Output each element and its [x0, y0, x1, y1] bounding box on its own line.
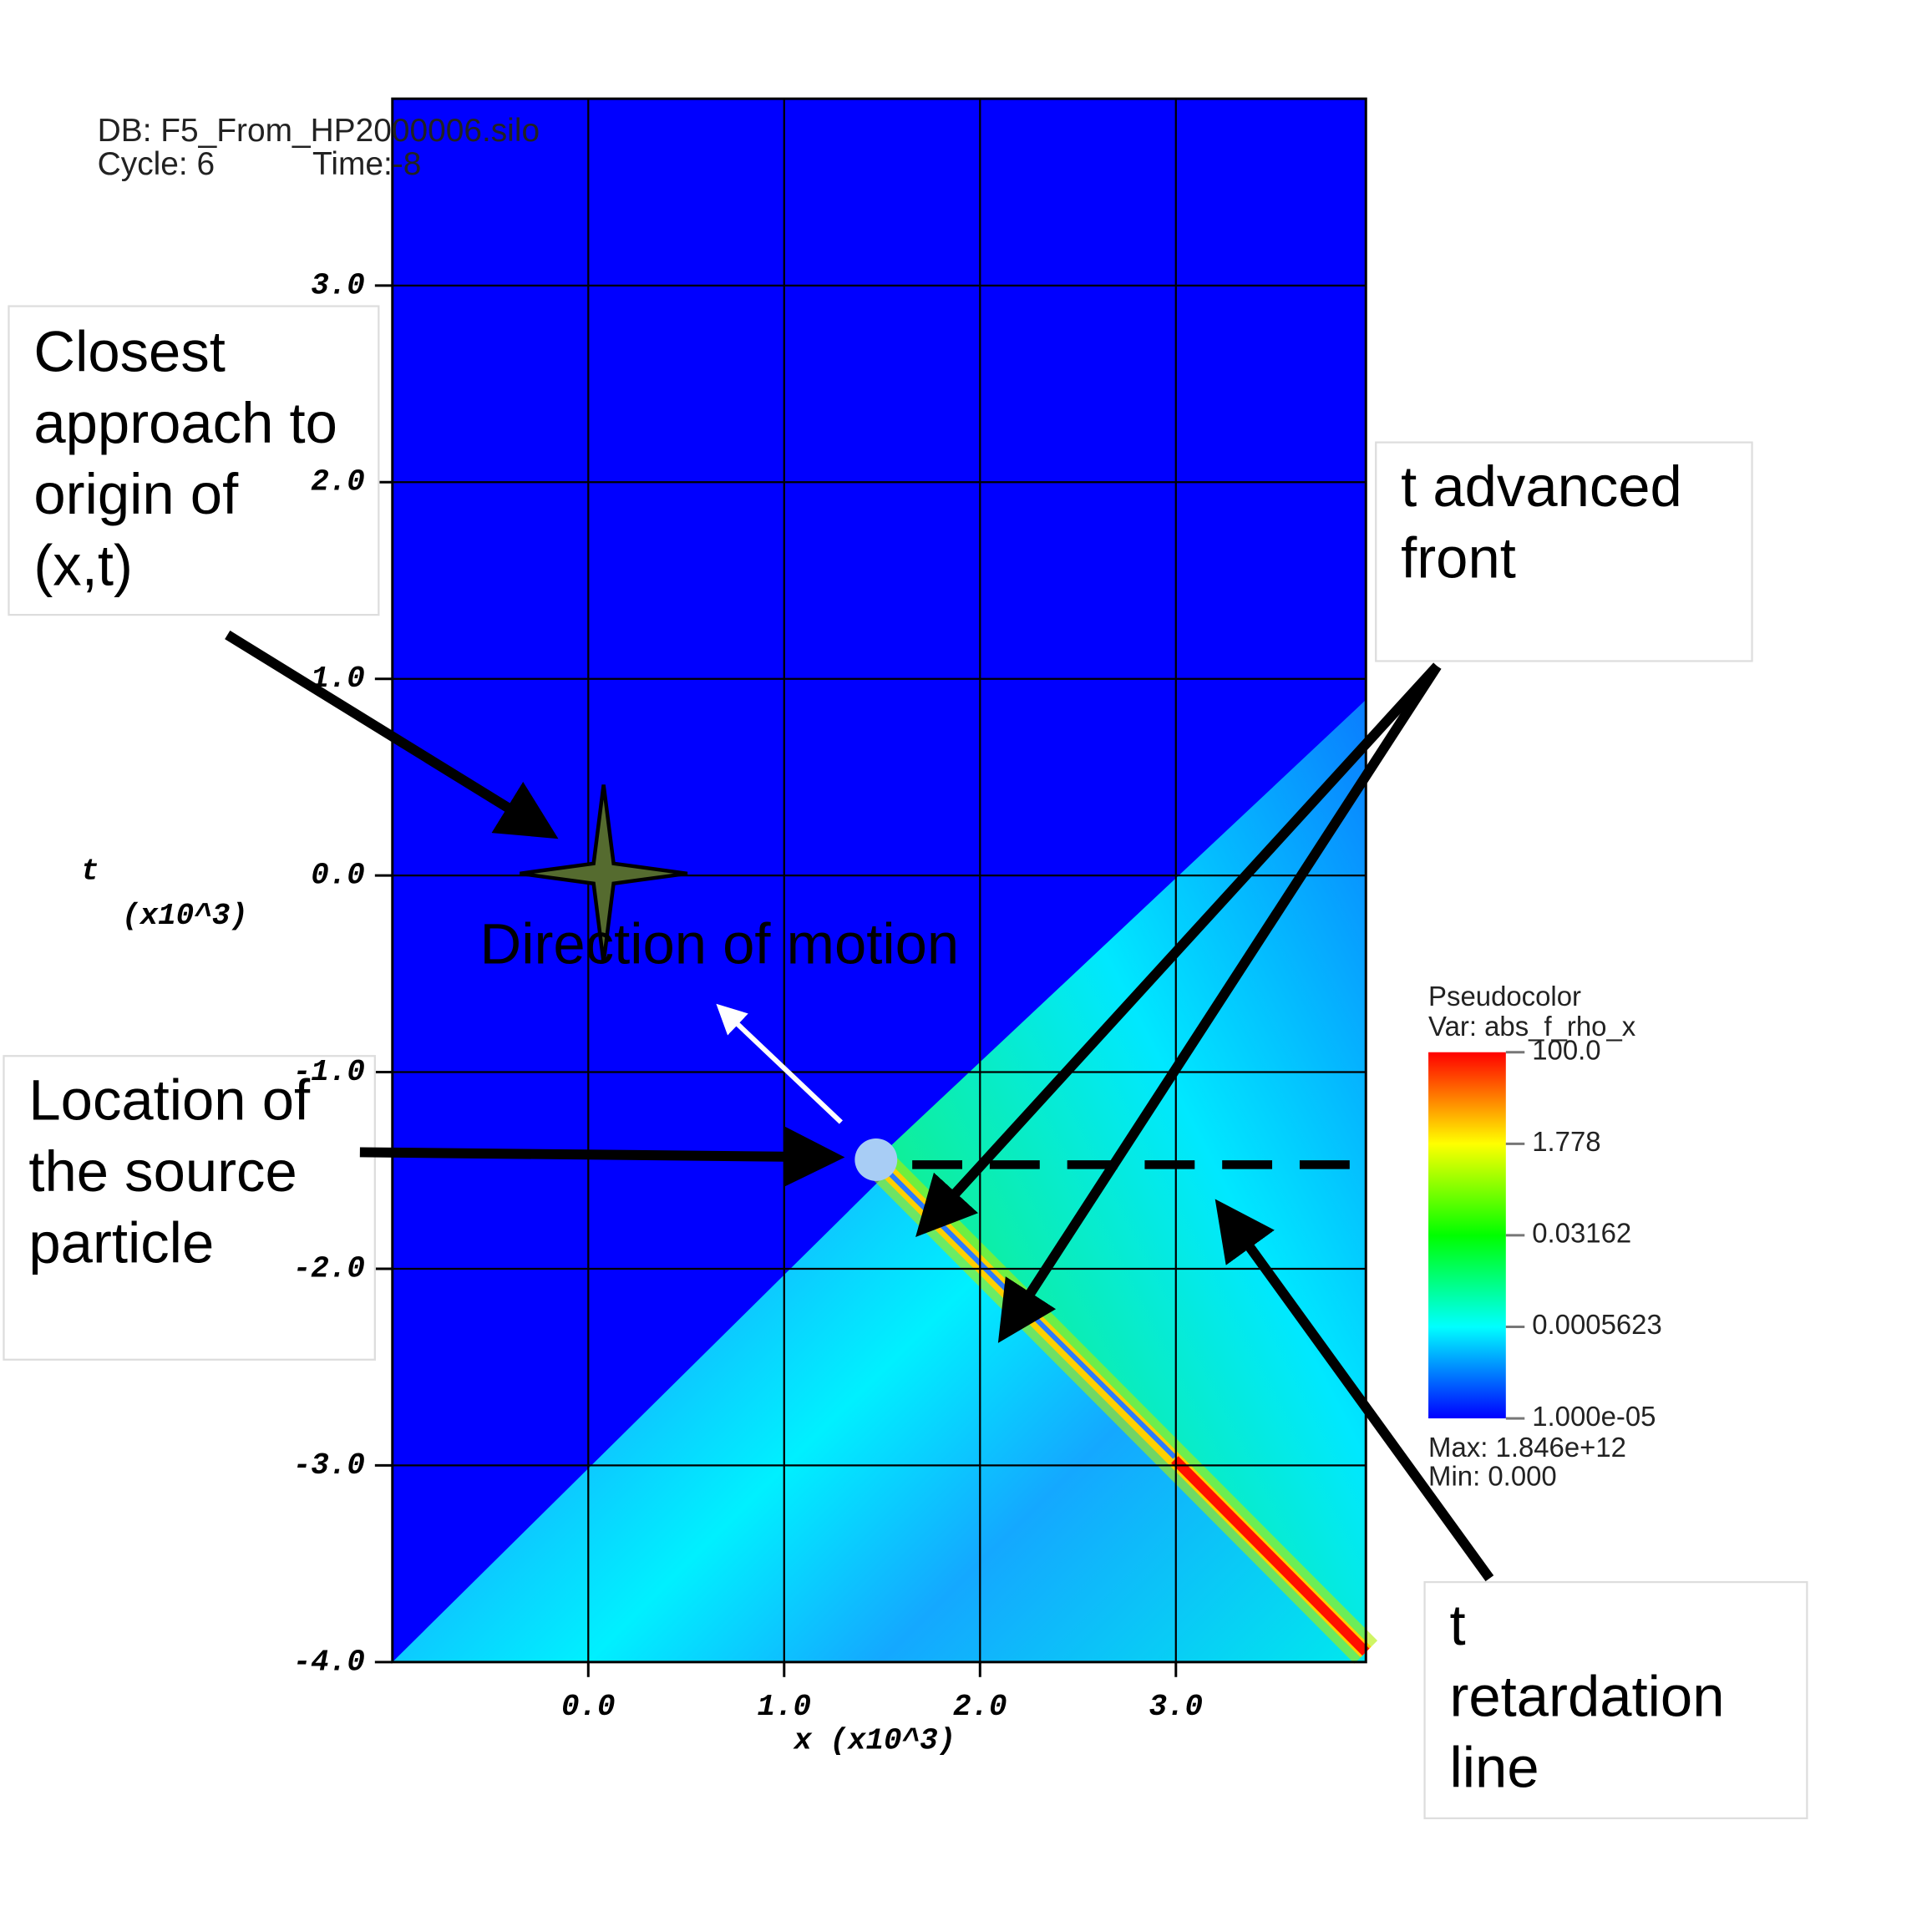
annotation-text: retardation	[1449, 1664, 1724, 1728]
field-advanced	[875, 699, 1367, 1652]
annotation-text: the source	[28, 1139, 297, 1204]
arrow	[915, 662, 1441, 1238]
source-particle	[854, 1138, 898, 1181]
y-tick-label: -3.0	[293, 1448, 365, 1483]
x-tick-label: 0.0	[561, 1690, 616, 1724]
y-tick-label: -4.0	[293, 1645, 365, 1679]
annotation-text: particle	[28, 1210, 214, 1275]
colorbar	[1428, 1052, 1506, 1419]
colorbar-max: Max: 1.846e+12	[1428, 1432, 1626, 1463]
annotation-box	[1375, 441, 1753, 662]
annotation-text: line	[1449, 1736, 1539, 1800]
annotation-text: Closest	[33, 320, 225, 384]
annotation-text: t advanced	[1401, 454, 1682, 519]
arrow	[359, 1126, 845, 1187]
arrow	[997, 663, 1442, 1343]
annotation-text: Location of	[28, 1068, 311, 1133]
cycle-label: Cycle: 6	[98, 146, 215, 182]
y-tick-label: -2.0	[293, 1251, 365, 1285]
colorbar-min: Min: 0.000	[1428, 1461, 1557, 1492]
y-axis-label: t	[81, 854, 99, 888]
annotation-text: approach to	[33, 391, 337, 455]
annotation-box	[3, 1055, 376, 1361]
db-label: DB: F5_From_HP2000006.silo	[98, 113, 540, 149]
annotation-text: Direction of motion	[480, 912, 960, 976]
field-front-hot	[1171, 1456, 1370, 1656]
y-axis-units: (x10^3)	[122, 899, 248, 933]
y-tick-label: 1.0	[311, 662, 365, 696]
annotation-text: (x,t)	[33, 533, 132, 597]
colorbar-tick-label: 100.0	[1532, 1034, 1600, 1065]
annotation-text: origin of	[33, 462, 239, 526]
x-tick-label: 1.0	[757, 1690, 811, 1724]
colorbar-tick-label: 0.0005623	[1532, 1309, 1662, 1340]
colorbar-tick-label: 0.03162	[1532, 1218, 1631, 1249]
star	[520, 784, 688, 963]
arrow	[1214, 1199, 1494, 1582]
colorbar-tick-label: 1.778	[1532, 1126, 1600, 1157]
annotation-text: front	[1401, 525, 1516, 590]
arrow	[716, 1003, 843, 1124]
x-tick-label: 3.0	[1149, 1690, 1203, 1724]
annotation-box	[1423, 1580, 1808, 1819]
x-tick-label: 2.0	[953, 1690, 1007, 1724]
colorbar-tick-label: 1.000e-05	[1532, 1401, 1656, 1432]
annotation-box	[8, 305, 380, 616]
time-label: Time:-8	[312, 146, 421, 182]
y-tick-label: 0.0	[311, 859, 365, 893]
annotation-text: t	[1449, 1593, 1465, 1657]
plot-frame	[391, 97, 1367, 1664]
y-tick-label: 2.0	[311, 465, 365, 499]
y-tick-label: -1.0	[293, 1055, 365, 1089]
y-tick-label: 3.0	[311, 268, 365, 302]
arrow	[225, 630, 559, 839]
x-axis-label: x (x10^3)	[793, 1724, 956, 1758]
colorbar-variable: Var: abs_f_rho_x	[1428, 1011, 1636, 1042]
colorbar-title: Pseudocolor	[1428, 981, 1581, 1012]
